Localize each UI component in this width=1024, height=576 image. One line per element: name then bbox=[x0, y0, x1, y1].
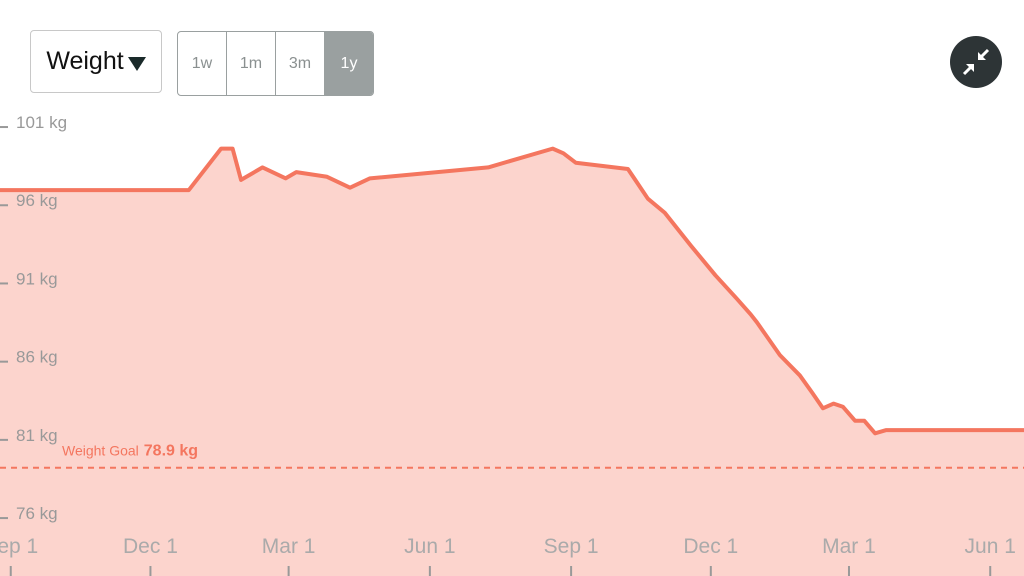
x-tick-label: Mar 1 bbox=[262, 535, 316, 558]
y-tick-label: 91 kg bbox=[16, 269, 58, 288]
range-button[interactable]: 1w bbox=[178, 32, 227, 95]
metric-dropdown[interactable]: Weight bbox=[30, 30, 162, 93]
x-tick-label: Jun 1 bbox=[965, 535, 1016, 558]
goal-value: 78.9 kg bbox=[144, 443, 198, 460]
x-tick-label: Dec 1 bbox=[123, 535, 178, 558]
y-tick-label: 76 kg bbox=[16, 504, 58, 523]
range-selector: 1w 1m 3m 1y bbox=[177, 31, 374, 96]
range-button[interactable]: 3m bbox=[276, 32, 325, 95]
metric-label: Weight bbox=[46, 47, 124, 75]
dropdown-arrow bbox=[127, 56, 146, 71]
weight-line bbox=[0, 146, 1024, 436]
collapse-icon bbox=[962, 48, 990, 76]
goal-label: Weight Goal 78.9 kg bbox=[62, 443, 198, 460]
x-tick-label: Dec 1 bbox=[683, 535, 738, 558]
y-tick-label: 86 kg bbox=[16, 348, 58, 367]
x-tick-label: Mar 1 bbox=[822, 535, 876, 558]
x-tick-label: Sep 1 bbox=[0, 535, 38, 558]
area-fill bbox=[0, 148, 1024, 576]
range-button[interactable]: 1m bbox=[227, 32, 276, 95]
y-tick-label: 96 kg bbox=[16, 191, 58, 210]
range-button[interactable]: 1y bbox=[325, 32, 373, 95]
x-tick-label: Sep 1 bbox=[544, 535, 599, 558]
y-tick-label: 101 kg bbox=[16, 113, 67, 132]
y-tick-label: 81 kg bbox=[16, 426, 58, 445]
collapse-button[interactable] bbox=[950, 36, 1002, 88]
goal-name: Weight Goal bbox=[62, 443, 139, 459]
x-tick-label: Jun 1 bbox=[404, 535, 455, 558]
